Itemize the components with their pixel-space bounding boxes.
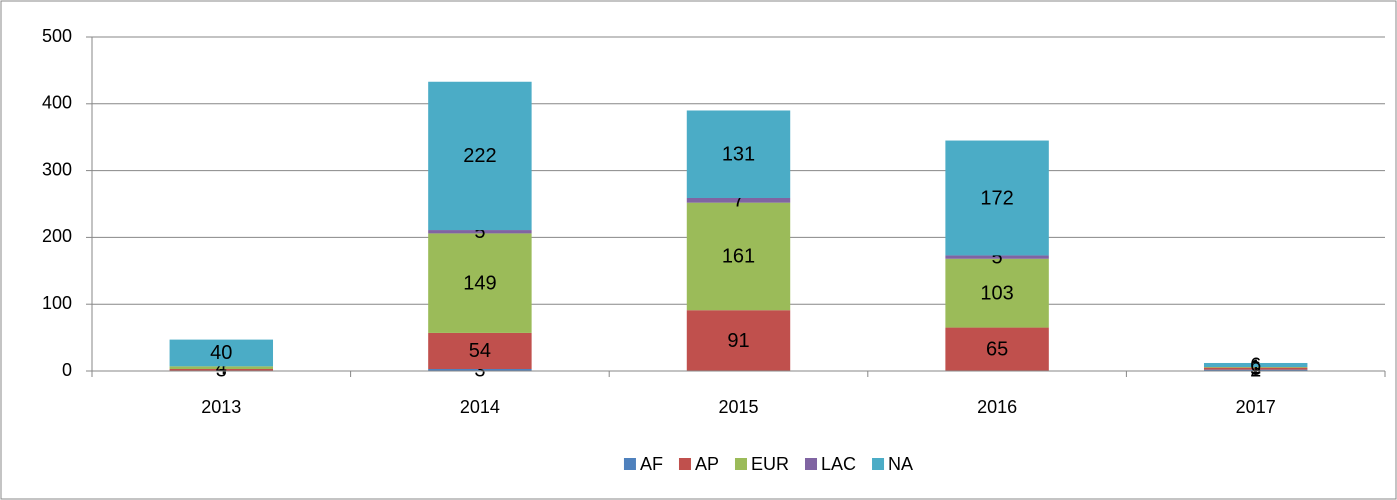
- data-label: 1: [1250, 357, 1261, 379]
- bar-segment: [686, 202, 791, 311]
- bar-segment: [1203, 369, 1308, 371]
- data-label: 65: [986, 339, 1008, 361]
- y-tick-label: 500: [42, 26, 72, 46]
- bar-segment: [1203, 366, 1308, 368]
- data-label: 103: [980, 282, 1013, 304]
- bar-segment: [169, 366, 274, 369]
- bar-segment: [945, 140, 1049, 256]
- data-label: 3: [216, 359, 227, 381]
- bar-segment: [169, 368, 274, 371]
- y-tick-label: 200: [42, 226, 72, 246]
- legend-label: NA: [888, 454, 913, 474]
- legend-swatch: [805, 458, 818, 470]
- x-tick-label: 2013: [201, 397, 241, 417]
- bar-segment: [686, 310, 791, 371]
- data-label: 3: [474, 359, 485, 381]
- legend-swatch: [623, 458, 636, 470]
- data-label: 149: [463, 272, 496, 294]
- x-tick-label: 2017: [1236, 397, 1276, 417]
- data-label: 54: [469, 340, 491, 362]
- bar-segment: [428, 332, 532, 369]
- bar-segment: [428, 233, 532, 333]
- bar-segment: [428, 81, 532, 231]
- data-label: 5: [474, 221, 485, 243]
- x-tick-label: 2015: [718, 397, 758, 417]
- bar-segment: [1203, 362, 1308, 367]
- bar-segment: [945, 258, 1049, 328]
- x-tick-label: 2014: [460, 397, 500, 417]
- legend-label: AF: [640, 454, 663, 474]
- data-label: 5: [992, 246, 1003, 268]
- data-label: 222: [463, 145, 496, 167]
- y-tick-label: 100: [42, 293, 72, 313]
- bar-segment: [945, 327, 1049, 371]
- legend-swatch: [678, 458, 691, 470]
- data-label: 6: [1250, 354, 1261, 376]
- y-tick-label: 0: [62, 360, 72, 380]
- y-tick-label: 300: [42, 159, 72, 179]
- data-label: 172: [980, 187, 1013, 209]
- data-label: 4: [216, 357, 227, 379]
- bar-segment: [169, 339, 274, 367]
- data-label: 131: [722, 144, 755, 166]
- bar-segment: [945, 255, 1049, 259]
- bar-segment: [428, 230, 532, 234]
- y-tick-label: 400: [42, 93, 72, 113]
- data-label: 3: [1250, 358, 1261, 380]
- data-label: 91: [727, 330, 749, 352]
- data-label: 40: [210, 342, 232, 364]
- bar-segment: [686, 110, 791, 198]
- legend-label: AP: [695, 454, 719, 474]
- legend-swatch: [734, 458, 747, 470]
- bar-segment: [1203, 367, 1308, 370]
- bar-segment: [686, 197, 791, 203]
- legend-swatch: [872, 458, 885, 470]
- legend-label: EUR: [751, 454, 789, 474]
- data-label: 161: [722, 246, 755, 268]
- bar-segment: [428, 368, 532, 371]
- x-tick-label: 2016: [977, 397, 1017, 417]
- data-label: 7: [733, 190, 744, 212]
- legend-label: LAC: [821, 454, 856, 474]
